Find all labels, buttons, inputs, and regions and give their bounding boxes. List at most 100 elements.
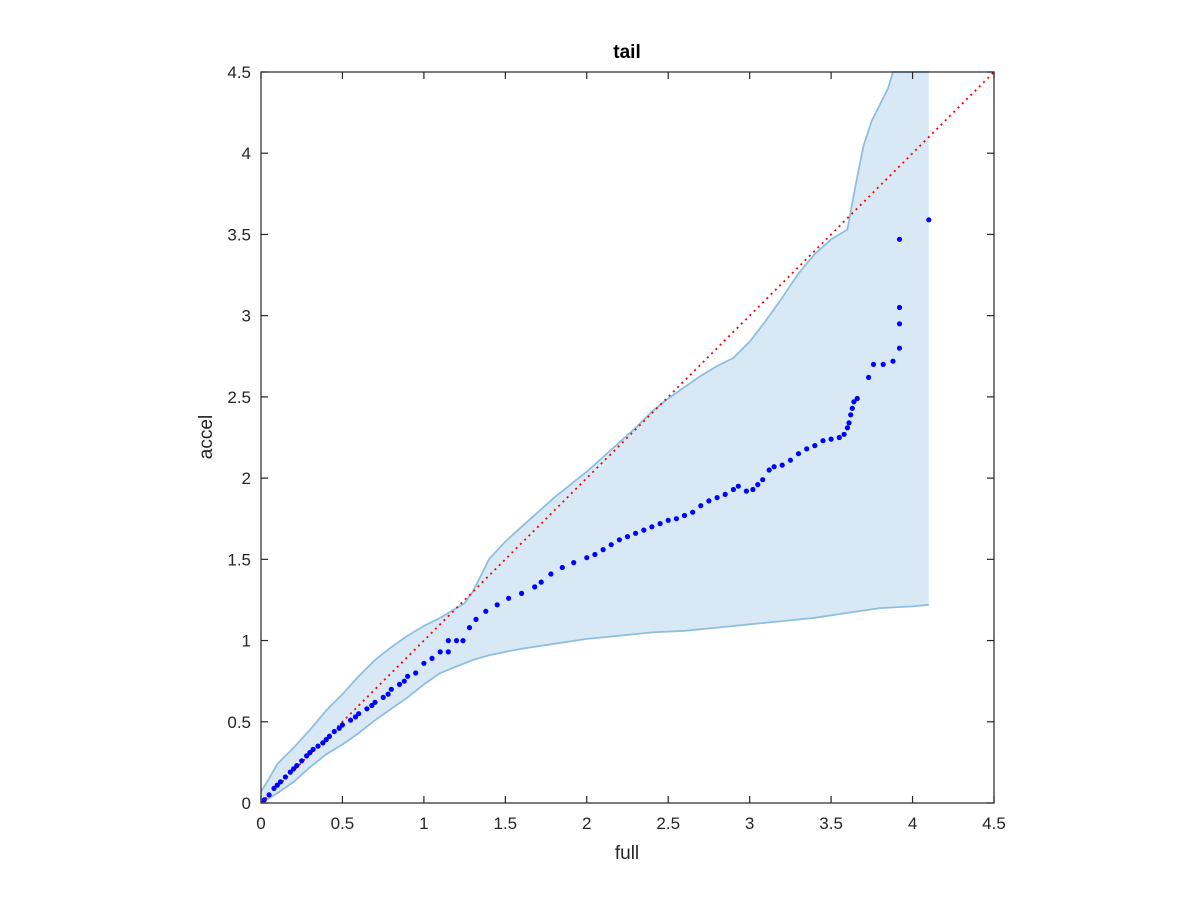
plot-area <box>260 71 995 804</box>
data-point <box>287 769 293 775</box>
y-tick-label: 0.5 <box>227 713 251 732</box>
data-point <box>323 737 329 743</box>
data-point <box>299 758 305 764</box>
y-tick-label: 0 <box>242 794 251 813</box>
data-point <box>331 728 337 735</box>
data-point <box>396 681 403 688</box>
y-tick-label: 1.5 <box>227 550 251 569</box>
y-tick-label: 4.5 <box>227 63 251 82</box>
data-point <box>261 797 267 803</box>
data-point <box>804 446 810 452</box>
data-point <box>548 571 554 577</box>
data-point <box>846 420 852 426</box>
data-point <box>722 491 728 497</box>
y-tick-label: 2.5 <box>227 388 251 407</box>
data-point <box>466 625 473 631</box>
data-point <box>307 750 313 756</box>
data-point <box>616 537 623 543</box>
data-point <box>760 477 766 483</box>
data-point <box>706 498 712 504</box>
x-tick-label: 0.5 <box>331 814 355 833</box>
data-point <box>828 436 834 442</box>
chart-title: tail <box>613 42 640 63</box>
data-point <box>460 638 466 644</box>
data-point <box>896 236 903 242</box>
data-point <box>820 438 826 444</box>
data-point <box>364 706 370 712</box>
data-point <box>866 374 872 380</box>
data-point <box>750 486 756 493</box>
axes-box <box>260 71 995 804</box>
data-point <box>743 488 750 494</box>
data-point <box>771 464 777 470</box>
x-axis-label: full <box>615 843 639 864</box>
data-point <box>274 782 280 788</box>
data-point <box>282 774 288 780</box>
data-point <box>584 555 590 561</box>
data-point <box>657 521 663 527</box>
data-point <box>519 590 525 597</box>
data-point <box>453 638 460 644</box>
data-point <box>437 649 443 655</box>
data-point <box>421 660 427 666</box>
y-tick-label: 3 <box>242 307 251 326</box>
data-point <box>429 655 435 662</box>
y-tick-label: 3.5 <box>227 225 251 244</box>
data-point <box>844 425 851 431</box>
y-axis-label: accel <box>196 415 217 459</box>
x-axis-ticks: 0 0.5 1 1.5 2 2.5 3 3.5 4 4.5 <box>256 72 1006 833</box>
confidence-band-upper-edge <box>260 71 929 793</box>
data-point <box>649 524 655 530</box>
data-point <box>633 530 639 536</box>
data-point <box>304 753 310 759</box>
y-tick-label: 2 <box>242 469 251 488</box>
data-point <box>795 451 802 457</box>
data-point <box>787 457 794 463</box>
data-point <box>730 486 737 493</box>
data-point <box>336 725 342 731</box>
data-point <box>445 649 451 655</box>
data-point <box>532 584 538 590</box>
data-point <box>320 740 326 746</box>
data-point <box>445 638 451 644</box>
data-point <box>315 743 321 749</box>
data-point <box>483 608 489 614</box>
data-point <box>854 395 860 402</box>
data-point <box>291 766 297 772</box>
x-tick-label: 3.5 <box>819 814 843 833</box>
data-point <box>812 443 818 449</box>
data-point <box>473 616 479 623</box>
data-point <box>380 694 386 701</box>
data-point <box>339 722 345 728</box>
x-tick-label: 2.5 <box>656 814 680 833</box>
confidence-band-lower-edge <box>260 603 929 804</box>
data-point <box>755 482 761 488</box>
x-tick-label: 1 <box>419 814 428 833</box>
data-point <box>849 405 855 411</box>
data-point <box>326 733 332 740</box>
data-point <box>494 602 500 608</box>
data-point <box>735 483 741 489</box>
data-point <box>665 517 671 523</box>
data-point <box>348 717 354 723</box>
x-tick-label: 4.5 <box>982 814 1006 833</box>
y-axis-ticks: 0 0.5 1 1.5 2 2.5 3 3.5 4 4.5 <box>227 63 994 813</box>
data-point <box>690 509 696 515</box>
data-point <box>641 527 647 533</box>
data-point <box>506 595 512 601</box>
data-point <box>624 534 631 540</box>
data-point <box>401 678 407 684</box>
data-point <box>271 785 277 792</box>
data-point <box>385 691 391 697</box>
data-point <box>896 304 903 311</box>
data-point <box>277 779 284 785</box>
x-tick-label: 1.5 <box>494 814 518 833</box>
data-point <box>880 361 886 367</box>
data-point <box>372 699 378 705</box>
y-tick-label: 1 <box>242 632 251 651</box>
data-point <box>841 431 847 437</box>
data-point <box>681 512 688 519</box>
data-point <box>592 551 598 558</box>
data-point <box>836 434 842 441</box>
